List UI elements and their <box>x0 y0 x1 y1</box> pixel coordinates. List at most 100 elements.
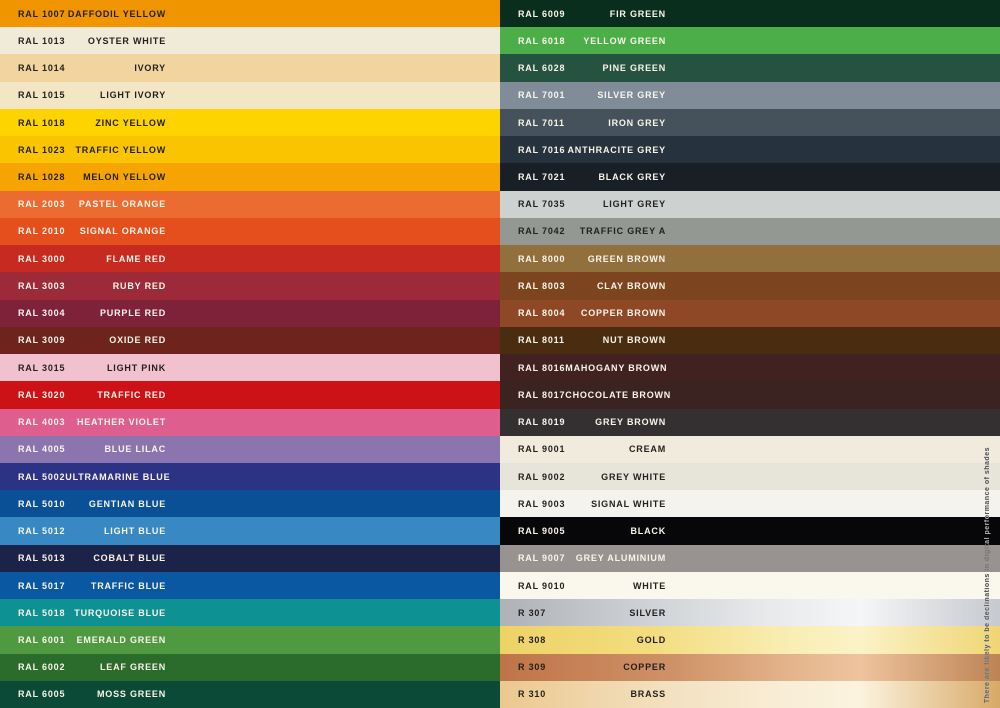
swatch-row-ral-6005: RAL 6005 MOSS GREEN <box>0 680 500 708</box>
colour-name: TRAFFIC YELLOW <box>75 144 166 155</box>
colour-name: FLAME RED <box>106 253 166 264</box>
colour-name: GOLD <box>636 635 666 645</box>
ral-code: RAL 7011 <box>518 117 565 128</box>
swatch-row-ral-5013: RAL 5013 COBALT BLUE <box>0 544 500 572</box>
colour-name: GENTIAN BLUE <box>88 498 166 509</box>
ral-code: RAL 6001 <box>18 635 66 645</box>
swatch-label-group: RAL 3000 FLAME RED <box>18 254 166 264</box>
colour-name: YELLOW GREEN <box>583 35 666 46</box>
ral-code: RAL 8019 <box>518 417 566 428</box>
colour-name: OXIDE RED <box>109 335 166 346</box>
swatch-row-ral-9003: RAL 9003 SIGNAL WHITE <box>500 490 1000 518</box>
colour-name: TURQUOISE BLUE <box>74 607 166 618</box>
ral-code: RAL 7016 <box>518 144 566 155</box>
swatch-row-ral-6028: RAL 6028 PINE GREEN <box>500 54 1000 82</box>
swatch-label-group: RAL 8019 GREY BROWN <box>518 417 666 427</box>
ral-code: RAL 7021 <box>518 172 566 183</box>
colour-name: NUT BROWN <box>602 335 666 346</box>
swatch-row-ral-4003: RAL 4003 HEATHER VIOLET <box>0 408 500 436</box>
colour-name: LIGHT PINK <box>107 362 166 373</box>
ral-code: RAL 1014 <box>18 63 66 74</box>
swatch-row-ral-5018: RAL 5018 TURQUOISE BLUE <box>0 599 500 627</box>
swatch-row-ral-9005: RAL 9005 BLACK <box>500 517 1000 545</box>
swatch-row-ral-8004: RAL 8004 COPPER BROWN <box>500 299 1000 327</box>
swatch-row-ral-5010: RAL 5010 GENTIAN BLUE <box>0 490 500 518</box>
swatch-label-group: RAL 7035 LIGHT GREY <box>518 199 666 209</box>
swatch-label-group: RAL 8017 CHOCOLATE BROWN <box>518 390 670 400</box>
swatch-label-group: RAL 5002 ULTRAMARINE BLUE <box>18 471 170 482</box>
swatch-row-r-307: R 307 SILVER <box>500 599 1000 627</box>
swatch-row-ral-1007: RAL 1007 DAFFODIL YELLOW <box>0 0 500 28</box>
swatch-row-ral-9002: RAL 9002 GREY WHITE <box>500 462 1000 491</box>
swatch-row-ral-2003: RAL 2003 PASTEL ORANGE <box>0 190 500 218</box>
swatch-label-group: RAL 1023 TRAFFIC YELLOW <box>18 145 166 155</box>
swatch-label-group: R 310 BRASS <box>518 689 666 699</box>
ral-code: RAL 5002 <box>18 471 66 482</box>
swatch-row-ral-1028: RAL 1028 MELON YELLOW <box>0 163 500 191</box>
swatch-label-group: RAL 2003 PASTEL ORANGE <box>18 199 166 209</box>
colour-name: ULTRAMARINE BLUE <box>65 471 171 482</box>
left-swatch-column: RAL 1007 DAFFODIL YELLOW RAL 1013 OYSTER WH… <box>0 0 500 708</box>
swatch-row-ral-6018: RAL 6018 YELLOW GREEN <box>500 27 1000 55</box>
ral-code: RAL 6028 <box>518 63 566 74</box>
ral-code: RAL 6005 <box>18 689 66 700</box>
ral-code: RAL 3015 <box>18 362 66 373</box>
swatch-label-group: RAL 6001 EMERALD GREEN <box>18 635 166 645</box>
swatch-label-group: RAL 7011 IRON GREY <box>518 118 666 128</box>
swatch-row-ral-9001: RAL 9001 CREAM <box>500 435 1000 463</box>
swatch-row-ral-6009: RAL 6009 FIR GREEN <box>500 0 1000 28</box>
swatch-row-ral-3020: RAL 3020 TRAFFIC RED <box>0 381 500 409</box>
swatch-row-ral-5002: RAL 5002 ULTRAMARINE BLUE <box>0 462 500 491</box>
swatch-row-ral-5017: RAL 5017 TRAFFIC BLUE <box>0 571 500 600</box>
swatch-label-group: RAL 5018 TURQUOISE BLUE <box>18 608 166 618</box>
swatch-row-ral-4005: RAL 4005 BLUE LILAC <box>0 435 500 463</box>
ral-code: RAL 9005 <box>518 526 566 537</box>
swatch-label-group: RAL 9007 GREY ALUMINIUM <box>518 553 666 563</box>
swatch-label-group: RAL 7016 ANTHRACITE GREY <box>518 145 666 155</box>
ral-code: RAL 9007 <box>518 553 566 564</box>
ral-code: RAL 3004 <box>18 308 66 319</box>
swatch-row-ral-3004: RAL 3004 PURPLE RED <box>0 299 500 327</box>
ral-code: RAL 1028 <box>18 172 66 183</box>
ral-code: RAL 3020 <box>18 389 66 400</box>
ral-code: RAL 3000 <box>18 253 66 264</box>
swatch-label-group: RAL 1014 IVORY <box>18 63 166 73</box>
colour-name: SILVER <box>629 607 666 618</box>
swatch-row-ral-1014: RAL 1014 IVORY <box>0 54 500 82</box>
swatch-label-group: RAL 6009 FIR GREEN <box>518 9 666 19</box>
swatch-row-ral-8003: RAL 8003 CLAY BROWN <box>500 272 1000 300</box>
ral-code: RAL 2003 <box>18 199 66 210</box>
swatch-label-group: RAL 8011 NUT BROWN <box>518 335 666 345</box>
ral-code: RAL 5018 <box>18 607 66 618</box>
colour-name: RUBY RED <box>112 280 166 291</box>
ral-code: R 309 <box>518 662 547 673</box>
swatch-row-ral-9007: RAL 9007 GREY ALUMINIUM <box>500 544 1000 572</box>
swatch-label-group: RAL 4005 BLUE LILAC <box>18 444 166 454</box>
swatch-row-ral-3009: RAL 3009 OXIDE RED <box>0 326 500 355</box>
ral-code: RAL 3009 <box>18 335 66 346</box>
ral-code: RAL 8016 <box>518 362 566 373</box>
colour-name: BRASS <box>630 689 666 700</box>
swatch-label-group: RAL 8016 MAHOGANY BROWN <box>518 363 666 373</box>
swatch-row-ral-7042: RAL 7042 TRAFFIC GREY A <box>500 217 1000 246</box>
ral-code: RAL 8011 <box>518 335 565 346</box>
colour-name: COPPER BROWN <box>580 308 666 319</box>
colour-name: PINE GREEN <box>602 63 666 74</box>
colour-name: LIGHT BLUE <box>104 526 166 537</box>
ral-code: R 307 <box>518 607 547 618</box>
ral-code: RAL 6009 <box>518 8 566 19</box>
swatch-label-group: RAL 8004 COPPER BROWN <box>518 308 666 318</box>
swatch-label-group: RAL 8000 GREEN BROWN <box>518 254 666 264</box>
swatch-label-group: RAL 3020 TRAFFIC RED <box>18 390 166 400</box>
colour-name: GREY ALUMINIUM <box>575 553 666 564</box>
swatch-row-ral-7001: RAL 7001 SILVER GREY <box>500 81 1000 109</box>
ral-code: RAL 7035 <box>518 199 566 210</box>
ral-code: RAL 9001 <box>518 444 566 455</box>
swatch-label-group: RAL 9001 CREAM <box>518 444 666 454</box>
ral-code: RAL 5010 <box>18 498 66 509</box>
swatch-label-group: R 307 SILVER <box>518 608 666 618</box>
swatch-label-group: RAL 8003 CLAY BROWN <box>518 281 666 291</box>
swatch-row-ral-8016: RAL 8016 MAHOGANY BROWN <box>500 354 1000 382</box>
swatch-label-group: RAL 5017 TRAFFIC BLUE <box>18 581 166 591</box>
colour-name: ANTHRACITE GREY <box>567 144 666 155</box>
